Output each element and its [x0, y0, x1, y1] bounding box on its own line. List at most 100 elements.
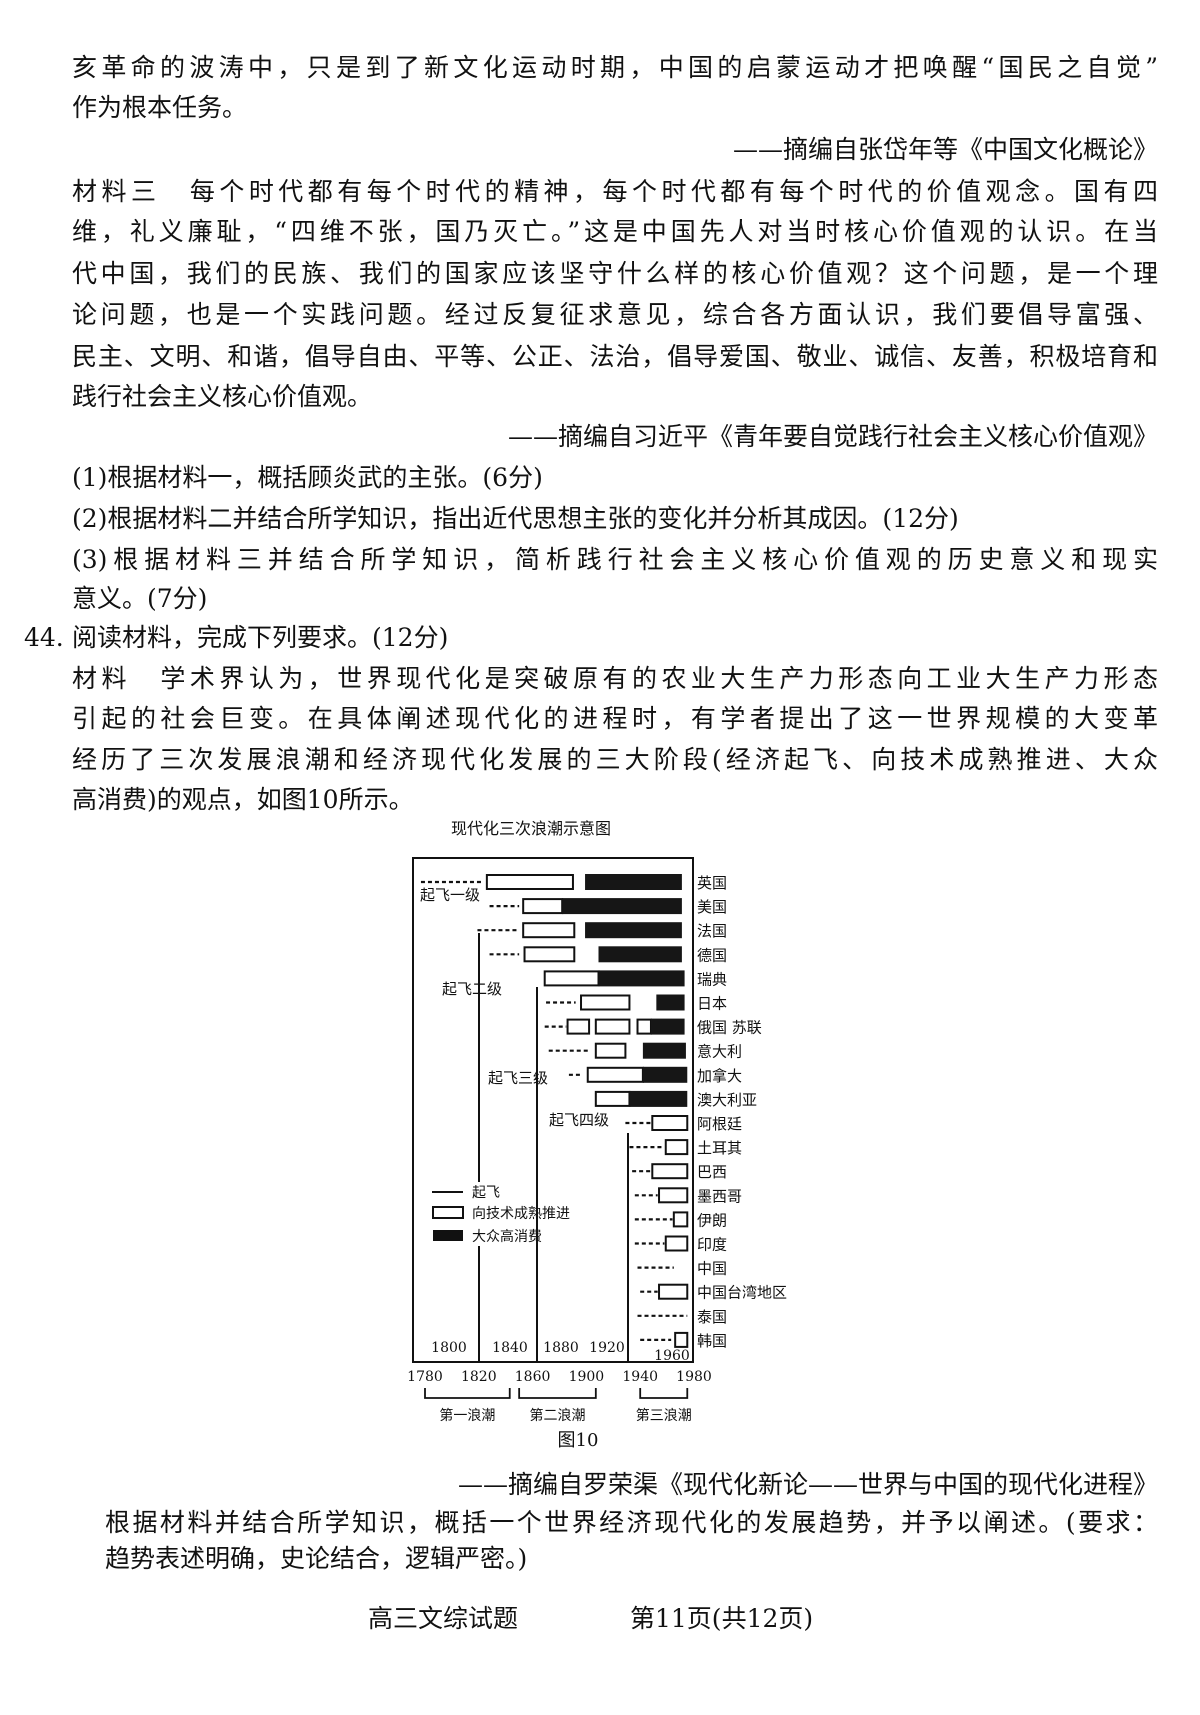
material-line: 经历了三次发展浪潮和经济现代化发展的三大阶段(经济起飞、向技术成熟推进、大众: [72, 745, 1158, 774]
legend-tech-swatch: [432, 1206, 464, 1219]
tech-bar: [594, 1018, 631, 1035]
country-row: 法国: [477, 922, 727, 940]
mass-bar: [562, 898, 682, 915]
tech-bar: [522, 898, 564, 915]
x-tick-label: 1780: [407, 1369, 443, 1385]
country-label: 泰国: [697, 1308, 727, 1326]
stage-label: 起飞一级: [420, 886, 480, 904]
mass-bar: [585, 874, 682, 890]
tech-bar: [580, 994, 631, 1011]
country-label: 英国: [697, 874, 727, 892]
country-row: 韩国: [640, 1331, 727, 1350]
wave-bracket: [639, 1388, 689, 1399]
tech-bar: [543, 970, 600, 987]
country-row: 巴西: [632, 1163, 727, 1181]
question-1: (1)根据材料一，概括顾炎武的主张。(6分): [72, 463, 543, 492]
x-tick-label: 1940: [622, 1369, 658, 1385]
material3-line: 践行社会主义核心价值观。: [72, 382, 373, 411]
task-line: 根据材料并结合所学知识，概括一个世界经济现代化的发展趋势，并予以阐述。(要求：: [105, 1508, 1158, 1537]
tech-bar: [651, 1115, 689, 1131]
material-line: 材料 学术界认为，世界现代化是突破原有的农业大生产力形态向工业大生产力形态: [72, 664, 1158, 693]
country-label: 土耳其: [697, 1139, 742, 1157]
question-3-cont: 意义。(7分): [72, 584, 208, 613]
figure-caption: 图10: [558, 1430, 599, 1451]
country-label: 中国: [697, 1260, 727, 1278]
wave-label: 第三浪潮: [636, 1407, 692, 1424]
task-line: 趋势表述明确，史论结合，逻辑严密。): [105, 1544, 528, 1573]
country-label: 意大利: [697, 1043, 742, 1061]
country-row: 瑞典: [543, 970, 727, 988]
source-citation: ——摘编自张岱年等《中国文化概论》: [732, 135, 1158, 164]
wave-bracket: [518, 1388, 597, 1399]
material3-line: 维，礼义廉耻，“四维不张，国乃灭亡。”这是中国先人对当时核心价值观的认识。在当: [72, 217, 1158, 246]
x-tick-label: 1900: [569, 1369, 605, 1385]
country-row: 土耳其: [629, 1139, 742, 1157]
footer-subject: 高三文综试题: [368, 1604, 519, 1633]
country-row: 伊朗: [634, 1211, 727, 1229]
country-label: 巴西: [697, 1163, 727, 1181]
mass-bar: [598, 970, 685, 987]
inner-tick: 1920: [589, 1340, 625, 1356]
source-citation: ——摘编自习近平《青年要自觉践行社会主义核心价值观》: [507, 422, 1158, 451]
text-line: 亥革命的波涛中，只是到了新文化运动时期，中国的启蒙运动才把唤醒“国民之自觉”: [72, 53, 1158, 82]
tech-bar: [586, 1066, 644, 1083]
material3-line: 代中国，我们的民族、我们的国家应该坚守什么样的核心价值观？这个问题，是一个理: [72, 259, 1158, 288]
question-number: 44.: [24, 623, 64, 652]
chart-legend: 起飞 向技术成熟推进 大众高消费: [428, 1182, 570, 1246]
legend-tech: 向技术成熟推进: [472, 1206, 570, 1222]
country-label: 俄国 苏联: [697, 1019, 762, 1037]
country-row: 日本: [546, 994, 727, 1013]
source-citation: ——摘编自罗荣渠《现代化新论——世界与中国的现代化进程》: [457, 1470, 1158, 1499]
legend-mass: 大众高消费: [472, 1228, 542, 1245]
legend-takeoff: 起飞: [472, 1185, 500, 1201]
country-row: 美国: [489, 898, 727, 916]
legend-mass-swatch: [433, 1230, 463, 1241]
country-label: 美国: [697, 898, 727, 916]
country-row: 泰国: [637, 1308, 727, 1326]
tech-bar: [522, 922, 576, 939]
inner-tick: 1800: [431, 1340, 467, 1356]
material3-line: 民主、文明、和谐，倡导自由、平等、公正、法治，倡导爱国、敬业、诚信、友善，积极培…: [72, 342, 1158, 371]
country-row: 中国: [637, 1260, 727, 1278]
tech-bar: [651, 1163, 689, 1180]
question-3: (3)根据材料三并结合所学知识，简析践行社会主义核心价值观的历史意义和现实: [72, 545, 1158, 574]
inner-tick: 1880: [543, 1340, 579, 1356]
mass-bar: [656, 994, 685, 1011]
tech-bar: [658, 1187, 689, 1204]
tech-bar: [485, 874, 574, 890]
question-heading: 阅读材料，完成下列要求。(12分): [72, 623, 449, 652]
mass-bar: [650, 1018, 685, 1035]
country-row: 德国: [489, 946, 727, 964]
tech-bar: [674, 1331, 689, 1348]
tech-bar: [523, 946, 576, 963]
country-label: 伊朗: [697, 1211, 727, 1229]
material-line: 引起的社会巨变。在具体阐述现代化的进程时，有学者提出了这一世界规模的大变革: [72, 704, 1158, 733]
stage-label: 起飞二级: [442, 980, 502, 998]
country-label: 中国台湾地区: [697, 1284, 787, 1302]
x-tick-label: 1820: [461, 1369, 497, 1385]
mass-bar: [629, 1090, 688, 1107]
tech-bar: [594, 1042, 627, 1059]
tech-bar: [594, 1090, 631, 1107]
chart-title: 现代化三次浪潮示意图: [451, 819, 611, 838]
country-row: 加拿大: [568, 1066, 742, 1085]
country-label: 加拿大: [697, 1067, 742, 1085]
mass-bar: [642, 1042, 686, 1059]
tech-bar: [636, 1018, 652, 1035]
wave-bracket: [424, 1388, 511, 1399]
country-label: 墨西哥: [697, 1187, 742, 1205]
country-label: 印度: [697, 1236, 727, 1254]
mass-bar: [642, 1066, 688, 1083]
country-row: 阿根廷: [625, 1115, 742, 1133]
inner-tick: 1840: [492, 1340, 528, 1356]
wave-label: 第二浪潮: [529, 1407, 585, 1424]
text-line: 作为根本任务。: [72, 93, 248, 122]
country-label: 日本: [697, 995, 727, 1013]
country-row: 英国: [420, 874, 727, 892]
country-row: 中国台湾地区: [640, 1283, 787, 1302]
mass-bar: [585, 922, 682, 939]
country-label: 澳大利亚: [697, 1091, 757, 1109]
country-row: 澳大利亚: [594, 1090, 757, 1109]
footer-page: 第11页(共12页): [630, 1604, 814, 1633]
country-row: 意大利: [548, 1042, 742, 1061]
